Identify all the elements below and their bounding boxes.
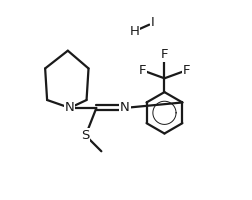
Text: I: I [151,16,154,29]
Text: N: N [120,101,130,114]
Text: H: H [130,25,140,38]
Text: F: F [161,48,168,61]
Text: F: F [139,64,146,77]
Text: S: S [81,129,90,142]
Text: F: F [182,64,190,77]
Text: N: N [65,101,75,114]
